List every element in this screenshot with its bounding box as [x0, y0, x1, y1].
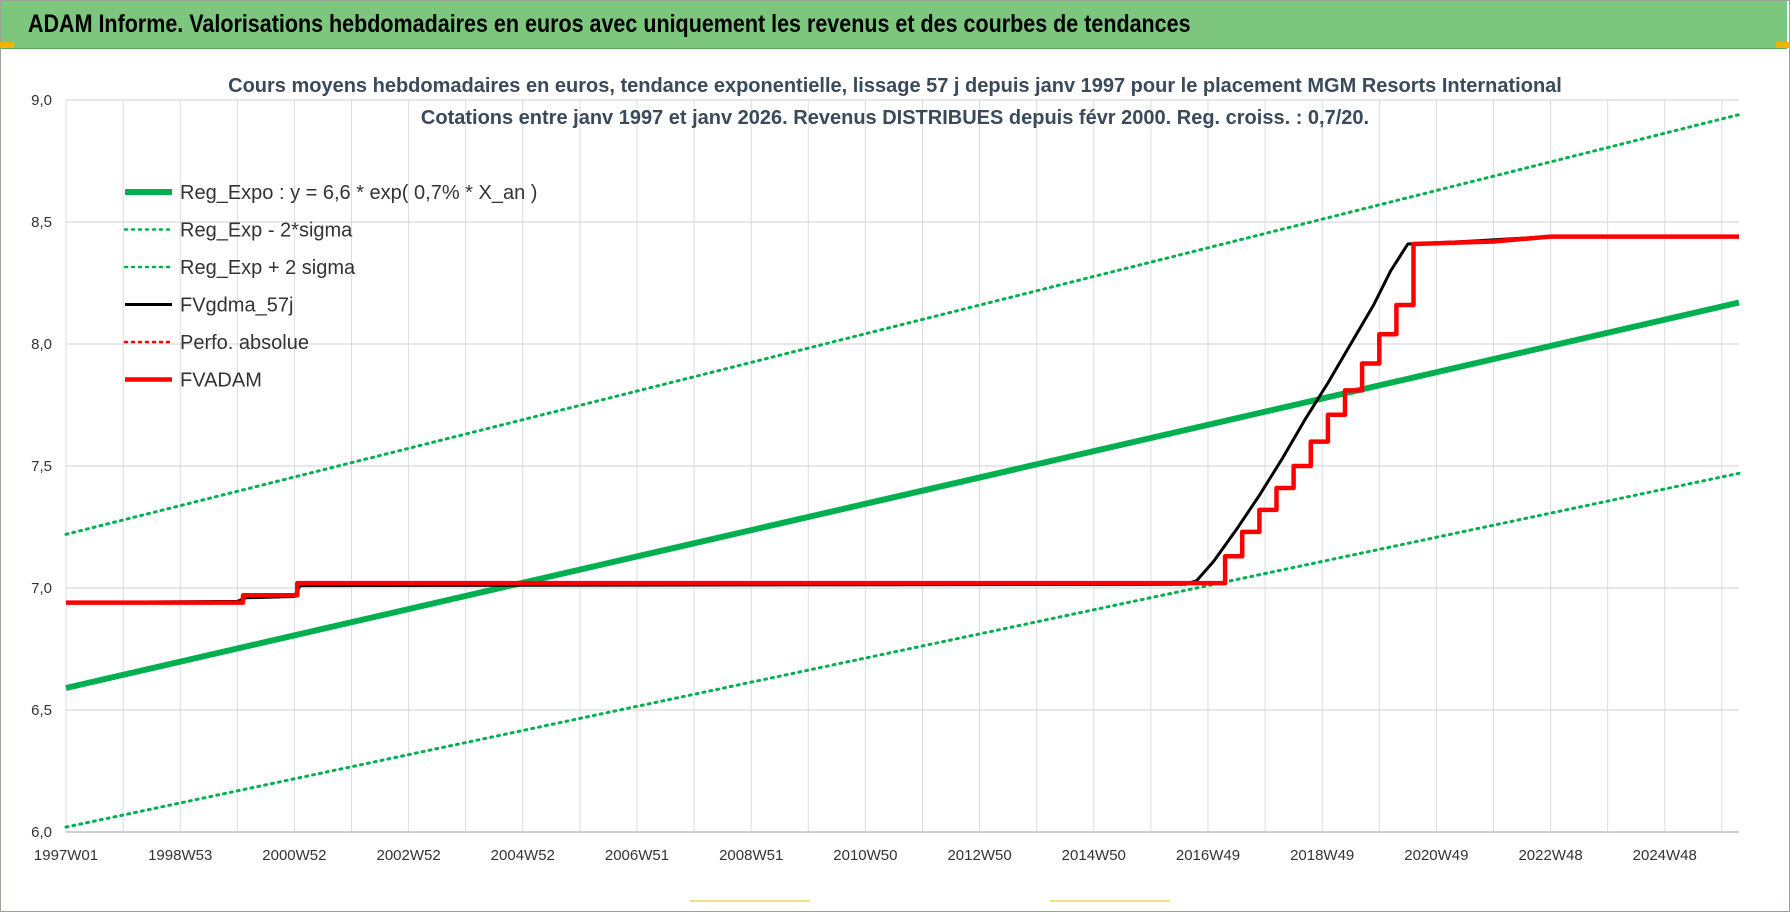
- series-layer: [64, 113, 1741, 829]
- legend-label-1: Reg_Expo : y = 6,6 * exp( 0,7% * X_an ): [180, 182, 537, 204]
- x-tick-label: 2002W52: [376, 847, 440, 864]
- legend: Reg_Expo : y = 6,6 * exp( 0,7% * X_an ) R…: [123, 182, 537, 392]
- corner-marker-left: [0, 42, 14, 48]
- x-tick-label: 2024W48: [1633, 847, 1697, 864]
- series-line-4: [65, 235, 1739, 605]
- x-tick-label: 1997W01: [34, 847, 98, 864]
- y-tick-label: 7,5: [31, 458, 52, 475]
- series-line-3: [64, 113, 1741, 536]
- chart-subtitle: Cotations entre janv 1997 et janv 2026. …: [421, 107, 1369, 129]
- legend-label-4: FVgdma_57j: [180, 295, 293, 317]
- legend-label-3: Reg_Exp + 2 sigma: [180, 257, 356, 279]
- y-tick-label: 9,0: [31, 92, 52, 109]
- footer-marker: [690, 900, 810, 902]
- corner-marker-right: [1776, 42, 1790, 48]
- x-tick-label: 2012W50: [947, 847, 1011, 864]
- x-tick-label: 1998W53: [148, 847, 212, 864]
- y-tick-label: 6,5: [31, 702, 52, 719]
- series-line-6: [66, 234, 1739, 605]
- header-title: ADAM Informe. Valorisations hebdomadaire…: [28, 10, 1191, 38]
- x-tick-label: 2016W49: [1176, 847, 1240, 864]
- y-tick-label: 8,0: [31, 336, 52, 353]
- legend-label-5: Perfo. absolue: [180, 332, 309, 354]
- y-tick-label: 8,5: [31, 214, 52, 231]
- x-tick-label: 2010W50: [833, 847, 897, 864]
- series-line-1: [65, 299, 1740, 691]
- footer-marker: [1050, 900, 1170, 902]
- chart-title: Cours moyens hebdomadaires en euros, ten…: [228, 75, 1562, 97]
- grid: [65, 99, 1739, 833]
- x-tick-label: 2004W52: [491, 847, 555, 864]
- x-tick-label: 2020W49: [1404, 847, 1468, 864]
- x-tick-label: 2018W49: [1290, 847, 1354, 864]
- y-tick-label: 6,0: [31, 824, 52, 841]
- x-tick-label: 2006W51: [605, 847, 669, 864]
- x-tick-label: 2014W50: [1062, 847, 1126, 864]
- x-tick-label: 2008W51: [719, 847, 783, 864]
- x-tick-label: 2000W52: [262, 847, 326, 864]
- header-banner: ADAM Informe. Valorisations hebdomadaire…: [1, 1, 1787, 49]
- series-line-2: [64, 471, 1741, 829]
- legend-label-6: FVADAM: [180, 370, 262, 392]
- y-tick-label: 7,0: [31, 580, 52, 597]
- x-tick-label: 2022W48: [1518, 847, 1582, 864]
- axis-labels: 6,0 6,5 7,0 7,5 8,0 8,5 9,0 1997W01 1998W53 2000W…: [31, 92, 1697, 864]
- legend-label-2: Reg_Exp - 2*sigma: [180, 220, 353, 242]
